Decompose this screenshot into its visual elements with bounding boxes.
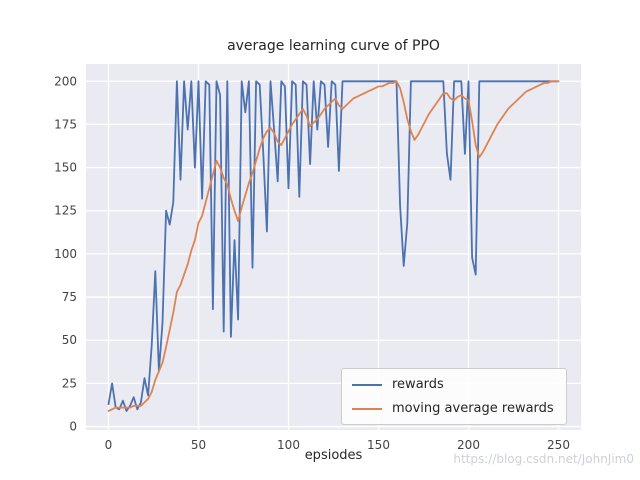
series-line-1	[107, 80, 560, 412]
watermark-text: https://blog.csdn.net/JohnJim0	[453, 452, 634, 466]
x-tick-label: 100	[277, 438, 300, 452]
x-tick-label: 50	[191, 438, 206, 452]
y-tick-label: 0	[69, 420, 77, 434]
legend-line-swatch	[352, 383, 382, 386]
y-tick-label: 175	[54, 117, 77, 131]
y-tick-label: 100	[54, 247, 77, 261]
chart-title: average learning curve of PPO	[227, 38, 440, 54]
y-tick-label: 200	[54, 74, 77, 88]
legend-item-moving-average: moving average rewards	[352, 401, 554, 416]
y-tick-label: 25	[62, 376, 77, 390]
legend-label: rewards	[392, 377, 444, 392]
x-tick-label: 250	[547, 438, 570, 452]
legend-label: moving average rewards	[392, 401, 554, 416]
x-tick-label: 200	[457, 438, 480, 452]
y-tick-label: 150	[54, 161, 77, 175]
legend: rewards moving average rewards	[341, 368, 567, 425]
y-tick-label: 125	[54, 204, 77, 218]
x-tick-label: 0	[105, 438, 113, 452]
x-axis-label: epsiodes	[304, 448, 363, 463]
series-line-0	[107, 80, 560, 412]
y-tick-label: 50	[62, 333, 77, 347]
y-tick-label: 75	[62, 290, 77, 304]
legend-item-rewards: rewards	[352, 377, 554, 392]
legend-line-swatch	[352, 407, 382, 410]
x-tick-label: 150	[367, 438, 390, 452]
